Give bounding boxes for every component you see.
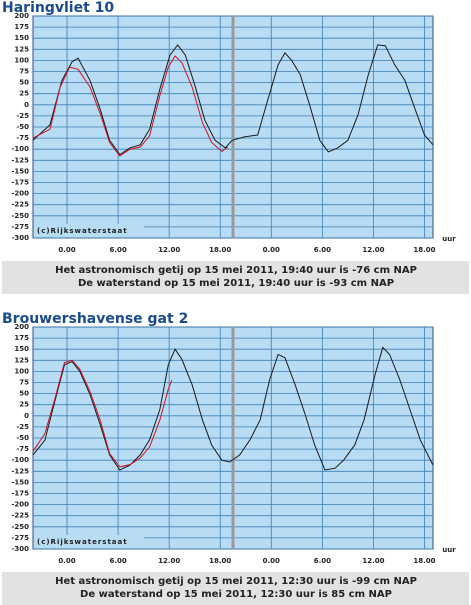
x-tick-label: 18.00 — [209, 246, 231, 254]
credit: (c)Rijkswaterstaat — [37, 227, 128, 235]
y-tick-label: -250 — [11, 212, 29, 220]
y-tick-label: -75 — [16, 445, 29, 453]
y-tick-label: 25 — [19, 401, 29, 409]
y-tick-label: -50 — [16, 434, 29, 442]
y-tick-label: 100 — [14, 56, 29, 64]
y-tick-label: 0 — [24, 101, 29, 109]
y-tick-label: -75 — [16, 134, 29, 142]
y-tick-label: 75 — [19, 68, 29, 76]
y-tick-label: -225 — [11, 201, 29, 209]
y-tick-label: -250 — [11, 523, 29, 531]
y-tick-label: -275 — [11, 534, 29, 542]
credit-bg — [34, 224, 144, 237]
x-axis-label: uur — [442, 546, 456, 554]
series-line — [32, 346, 434, 471]
info-box — [2, 572, 469, 605]
y-tick-label: -150 — [11, 167, 29, 175]
credit-bg — [34, 535, 144, 548]
y-tick-label: 150 — [14, 345, 29, 353]
y-tick-label: 0 — [24, 412, 29, 420]
x-tick-label: 12.00 — [158, 557, 180, 565]
info-line: De waterstand op 15 mei 2011, 19:40 uur … — [78, 278, 394, 289]
x-tick-label: 12.00 — [362, 557, 384, 565]
x-tick-label: 0.00 — [263, 557, 280, 565]
y-tick-label: 175 — [14, 23, 29, 31]
series-line — [32, 44, 434, 156]
y-tick-label: 175 — [14, 334, 29, 342]
x-tick-label: 6.00 — [314, 557, 331, 565]
x-tick-label: 6.00 — [109, 246, 126, 254]
y-tick-label: -300 — [11, 234, 29, 242]
x-tick-label: 0.00 — [58, 557, 75, 565]
y-tick-label: -150 — [11, 478, 29, 486]
info-box — [2, 261, 469, 294]
info-line: Het astronomisch getij op 15 mei 2011, 1… — [55, 576, 417, 587]
y-tick-label: 200 — [14, 12, 29, 20]
y-tick-label: -100 — [11, 145, 29, 153]
y-tick-label: 100 — [14, 367, 29, 375]
x-tick-label: 6.00 — [314, 246, 331, 254]
x-tick-label: 18.00 — [413, 246, 435, 254]
y-tick-label: 25 — [19, 90, 29, 98]
y-tick-label: 150 — [14, 34, 29, 42]
chart-title: Haringvliet 10 — [2, 0, 114, 16]
x-tick-label: 12.00 — [362, 246, 384, 254]
y-tick-label: -25 — [16, 112, 29, 120]
y-tick-label: -200 — [11, 190, 29, 198]
chart-title: Brouwershavense gat 2 — [2, 311, 188, 327]
x-tick-label: 0.00 — [263, 246, 280, 254]
y-tick-label: 125 — [14, 356, 29, 364]
credit: (c)Rijkswaterstaat — [37, 538, 128, 546]
x-tick-label: 18.00 — [413, 557, 435, 565]
y-tick-label: -100 — [11, 456, 29, 464]
info-line: Het astronomisch getij op 15 mei 2011, 1… — [55, 265, 417, 276]
x-tick-label: 18.00 — [209, 557, 231, 565]
x-tick-label: 0.00 — [58, 246, 75, 254]
y-tick-label: 75 — [19, 379, 29, 387]
series-line — [32, 55, 229, 157]
y-tick-label: -175 — [11, 179, 29, 187]
y-tick-label: -125 — [11, 156, 29, 164]
y-tick-label: -200 — [11, 501, 29, 509]
x-axis-label: uur — [442, 235, 456, 243]
y-tick-label: 125 — [14, 45, 29, 53]
y-tick-label: -125 — [11, 467, 29, 475]
x-tick-label: 12.00 — [158, 246, 180, 254]
y-tick-label: -50 — [16, 123, 29, 131]
y-tick-label: 50 — [19, 79, 29, 87]
y-tick-label: -225 — [11, 512, 29, 520]
y-tick-label: -275 — [11, 223, 29, 231]
x-tick-label: 6.00 — [109, 557, 126, 565]
y-tick-label: -25 — [16, 423, 29, 431]
y-tick-label: -175 — [11, 490, 29, 498]
series-line — [32, 359, 173, 468]
y-tick-label: -300 — [11, 545, 29, 553]
info-line: De waterstand op 15 mei 2011, 12:30 uur … — [80, 589, 392, 600]
y-tick-label: 200 — [14, 323, 29, 331]
y-tick-label: 50 — [19, 390, 29, 398]
